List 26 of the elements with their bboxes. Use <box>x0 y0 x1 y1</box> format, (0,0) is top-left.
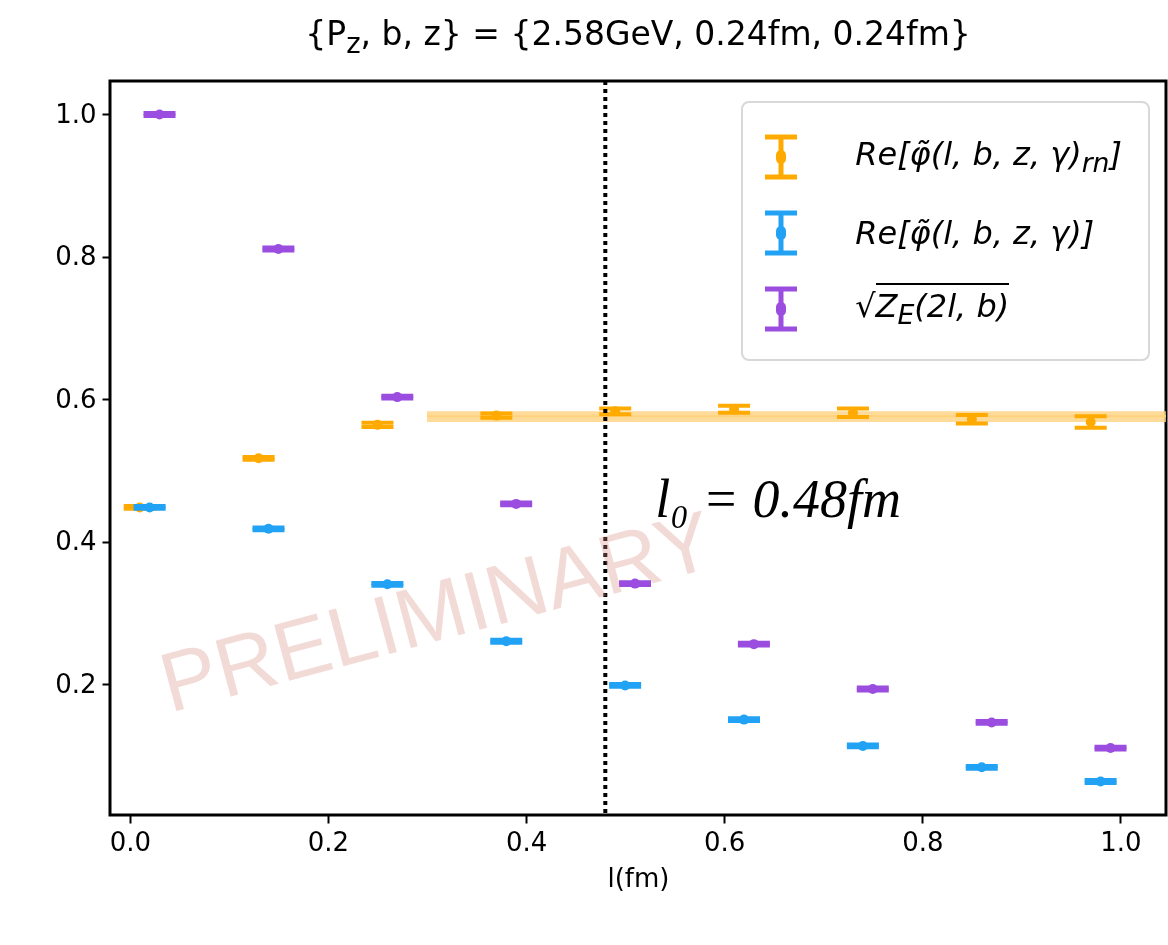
point <box>511 498 522 509</box>
chart-title: {P$_{z}$, b, z} = {2.58GeV, 0.24fm, 0.24fm} <box>304 14 972 59</box>
legend-label: √Z$_{E}$(2l, b) <box>855 286 1010 331</box>
point <box>1105 743 1116 754</box>
x-tick-label: 0.2 <box>307 826 350 857</box>
point <box>144 502 155 513</box>
x-tick-label: 0.8 <box>902 826 944 857</box>
y-tick-label: 0.2 <box>55 668 97 699</box>
legend-label: Re[φ̃(l, b, z, γ)] <box>855 214 1095 252</box>
point <box>986 717 997 728</box>
y-tick-label: 0.4 <box>55 526 97 557</box>
y-tick-label: 0.6 <box>55 383 97 414</box>
x-tick-label: 0.4 <box>505 826 548 857</box>
x-axis-title: l(fm) <box>607 862 670 893</box>
legend-label: Re[φ̃(l, b, z, γ)$_{rn}$] <box>855 135 1122 179</box>
y-tick-label: 1.0 <box>55 98 97 129</box>
point <box>739 714 749 725</box>
point <box>976 762 987 773</box>
point <box>748 639 759 650</box>
x-tick-label: 0.6 <box>704 826 746 857</box>
x-tick-label: 1.0 <box>1100 826 1142 857</box>
x-tick-label: 0.0 <box>109 826 151 857</box>
y-tick-label: 0.8 <box>55 241 97 272</box>
point <box>273 244 284 255</box>
point <box>392 392 403 403</box>
point <box>253 453 264 464</box>
